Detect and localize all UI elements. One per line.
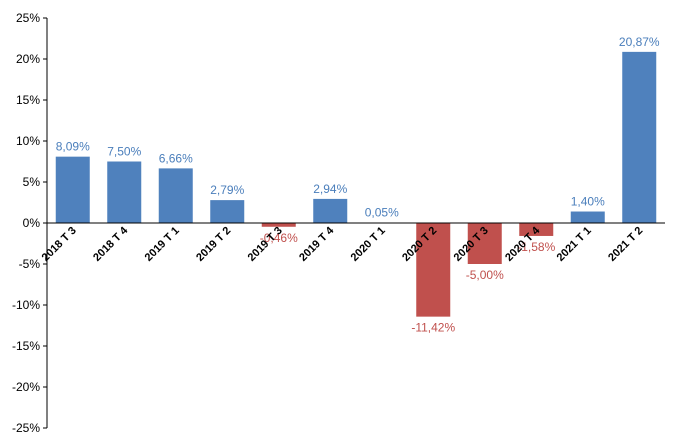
data-label: 6,66% — [159, 151, 193, 165]
y-tick-label: 0% — [23, 216, 41, 230]
data-label: -0,46% — [260, 231, 298, 245]
y-tick-label: -10% — [12, 298, 40, 312]
data-label: 0,05% — [365, 206, 399, 220]
bar — [313, 198, 348, 223]
bar — [416, 223, 451, 317]
category-label: 2019 T 2 — [194, 225, 233, 264]
data-label: 1,40% — [571, 195, 605, 209]
y-tick-label: -25% — [12, 421, 40, 435]
bar — [519, 223, 554, 236]
bar — [158, 168, 193, 223]
bar — [467, 223, 502, 264]
data-label: -1,58% — [517, 240, 555, 254]
bar — [55, 156, 90, 223]
y-tick-label: 10% — [16, 134, 40, 148]
y-tick-label: 25% — [16, 11, 40, 25]
bar — [570, 211, 605, 223]
y-tick-label: 15% — [16, 93, 40, 107]
data-labels: 8,09% 7,50% 6,66% 2,79% -0,46% 2,94% 0,05% -11,… — [56, 35, 660, 335]
data-label: 7,50% — [107, 145, 141, 159]
y-axis: -25% -20% -15% -10% -5% 0% 5% 10% 15% 20% 25% — [12, 11, 48, 435]
category-label: 2019 T 1 — [143, 225, 182, 264]
data-label: -11,42% — [411, 321, 455, 335]
category-label: 2019 T 4 — [297, 224, 337, 264]
y-tick-label: -5% — [19, 257, 41, 271]
category-label: 2018 T 3 — [40, 225, 79, 264]
category-label: 2021 T 2 — [606, 225, 645, 264]
category-label: 2020 T 1 — [349, 225, 388, 264]
data-label: 2,94% — [313, 182, 347, 196]
bar — [261, 223, 296, 227]
bar — [622, 51, 657, 224]
y-tick-label: -15% — [12, 339, 40, 353]
data-label: 20,87% — [619, 35, 660, 49]
bar — [107, 161, 142, 223]
bar — [210, 200, 245, 223]
category-label: 2018 T 4 — [91, 224, 131, 264]
y-tick-label: -20% — [12, 380, 40, 394]
y-tick-label: 20% — [16, 52, 40, 66]
y-tick-label: 5% — [23, 175, 41, 189]
data-label: 8,09% — [56, 140, 90, 154]
data-label: 2,79% — [210, 183, 244, 197]
bars — [55, 51, 657, 317]
data-label: -5,00% — [466, 268, 504, 282]
category-label: 2021 T 1 — [555, 225, 594, 264]
